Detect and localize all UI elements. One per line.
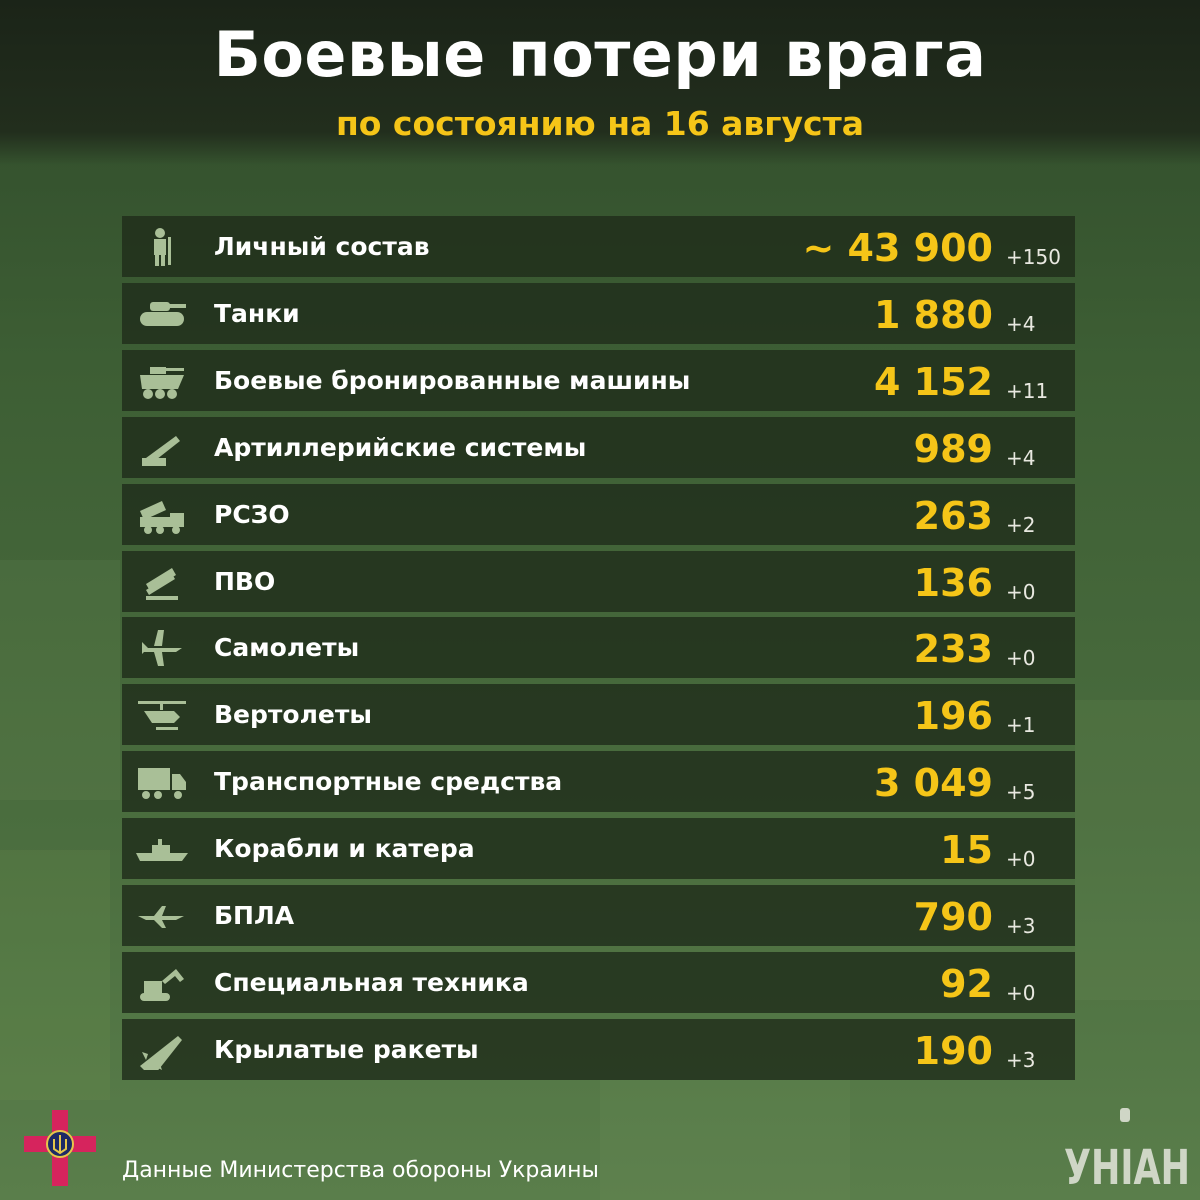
row-value: 989 [913,426,993,471]
row-value: 4 152 [874,359,993,404]
row-label: ПВО [214,566,276,596]
jet-icon [142,630,182,667]
table-row: Корабли и катера 15 +0 [122,818,1075,880]
table-row: ПВО 136 +0 [122,550,1075,612]
table-row: Крылатые ракеты 190 +3 [122,1018,1075,1080]
row-value: 1 880 [874,292,993,337]
row-delta: +3 [1006,1047,1036,1072]
excavator-icon [140,968,184,1001]
row-value: 15 [940,828,993,873]
source-note: Данные Министерства обороны Украины [122,1158,599,1183]
helicopter-icon [138,701,186,731]
table-row: Танки 1 880 +4 [122,282,1075,344]
table-row: Самолеты 233 +0 [122,617,1075,679]
row-value: 136 [913,560,993,605]
row-label: Танки [214,298,300,328]
drone-icon [138,906,184,928]
table-row: Личный состав ~ 43 900 +150 [122,216,1075,277]
row-delta: +4 [1006,445,1036,470]
row-delta: +3 [1006,914,1036,938]
row-value: 3 049 [874,761,993,806]
row-label: БПЛА [214,901,295,930]
row-label: Самолеты [214,633,360,663]
row-label: Боевые бронированные машины [214,365,691,395]
row-value: ~ 43 900 [802,226,993,270]
air-defense-icon [146,567,178,600]
row-value: 92 [940,961,993,1006]
row-label: Транспортные средства [214,767,563,797]
svg-text:УНІАН: УНІАН [1064,1140,1190,1188]
row-delta: +4 [1006,311,1036,336]
table-row: Боевые бронированные машины 4 152 +11 [122,349,1075,411]
row-label: Корабли и катера [214,834,475,864]
row-delta: +11 [1006,378,1049,403]
row-delta: +1 [1006,713,1036,738]
row-label: Крылатые ракеты [214,1034,479,1064]
row-label: Артиллерийские системы [214,432,587,462]
row-value: 263 [913,493,993,538]
row-delta: +0 [1006,579,1036,604]
row-delta: +0 [1006,847,1036,872]
table-row: Транспортные средства 3 049 +5 [122,751,1075,813]
header: Боевые потери врага по состоянию на 16 а… [0,0,1200,165]
row-delta: +0 [1006,980,1036,1005]
table-row: Вертолеты 196 +1 [122,684,1075,746]
soldier-icon [154,228,171,266]
row-delta: +5 [1006,780,1036,805]
mlrs-icon [140,500,184,534]
row-value: 790 [913,895,993,939]
row-value: 233 [913,627,993,672]
artillery-icon [142,435,180,466]
armed-forces-emblem-icon [24,1110,96,1186]
ship-icon [136,839,188,862]
table-row: РСЗО 263 +2 [122,483,1075,545]
row-label: РСЗО [214,499,290,529]
page-title: Боевые потери врага [213,18,987,91]
row-value: 190 [913,1028,993,1073]
table-row: Специальная техника 92 +0 [122,951,1075,1013]
row-delta: +2 [1006,512,1036,537]
truck-icon [138,768,186,800]
armored-vehicle-icon [140,366,184,399]
row-label: Специальная техника [214,967,529,997]
page-subtitle: по состоянию на 16 августа [335,104,865,143]
table-row: БПЛА 790 +3 [122,885,1075,946]
table-row: Артиллерийские системы 989 +4 [122,416,1075,478]
missile-icon [140,1035,182,1070]
row-value: 196 [913,694,993,739]
row-label: Вертолеты [214,700,372,730]
row-label: Личный состав [214,232,430,261]
row-delta: +0 [1006,646,1036,671]
row-delta: +150 [1006,245,1061,269]
tank-icon [140,301,186,326]
unian-logo: УНІАН [1064,1108,1190,1188]
